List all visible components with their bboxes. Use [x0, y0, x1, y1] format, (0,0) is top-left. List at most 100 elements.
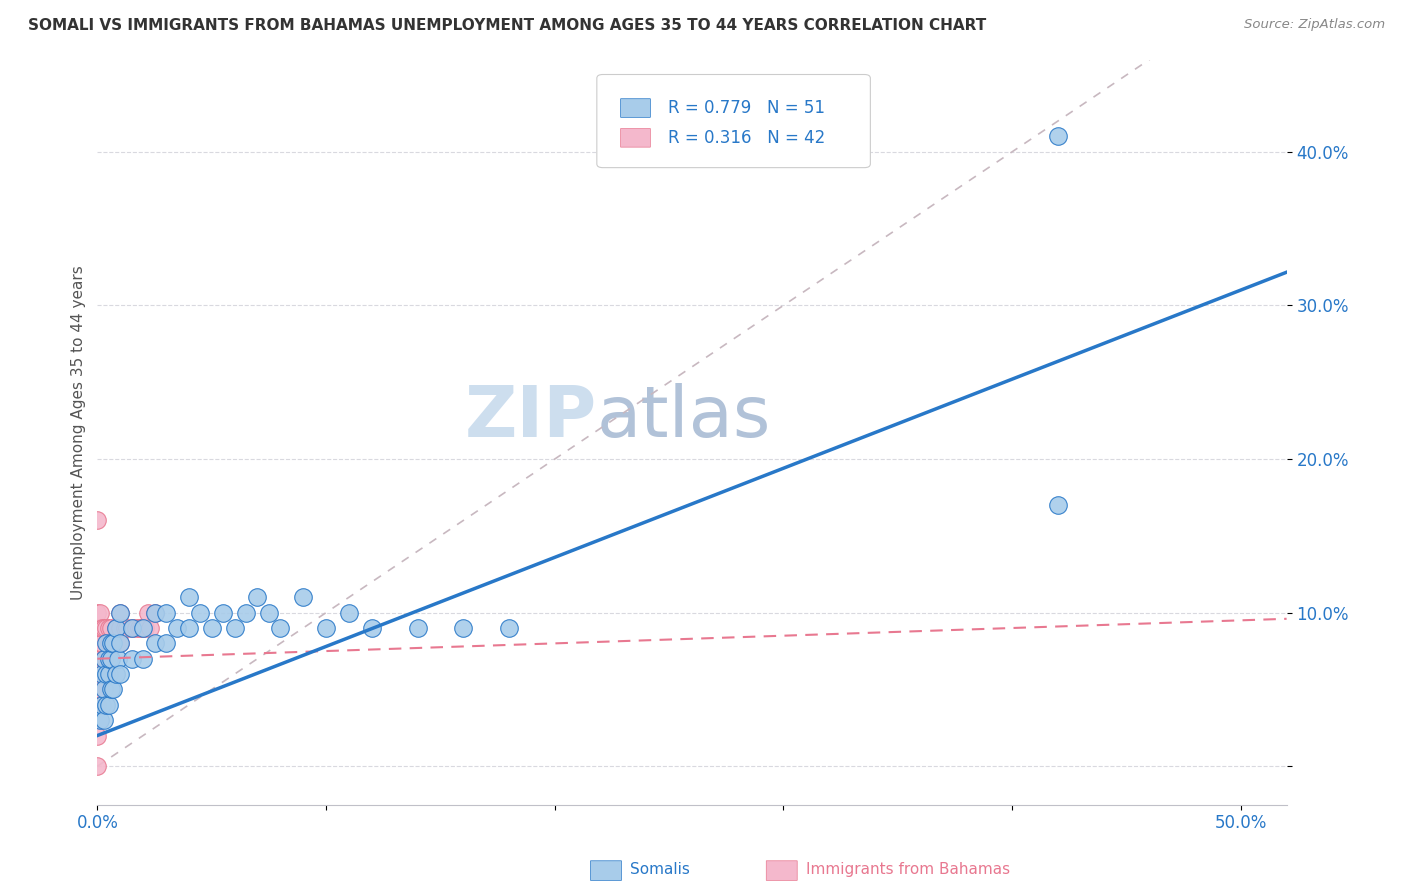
Point — [100, 682, 122, 697]
Point — [257, 606, 280, 620]
Point — [110, 636, 132, 650]
Point — [104, 667, 127, 681]
Point — [337, 606, 360, 620]
Point — [115, 621, 138, 635]
Point — [292, 591, 315, 605]
Point — [93, 651, 115, 665]
Point — [96, 651, 118, 665]
Point — [86, 698, 108, 712]
Point — [110, 636, 132, 650]
Point — [315, 621, 337, 635]
Point — [121, 621, 143, 635]
Point — [89, 713, 111, 727]
Point — [104, 621, 127, 635]
Point — [90, 667, 112, 681]
Point — [110, 621, 132, 635]
Point — [212, 606, 235, 620]
Point — [269, 621, 291, 635]
Point — [129, 621, 152, 635]
Point — [155, 636, 177, 650]
Point — [86, 513, 108, 527]
Point — [143, 606, 166, 620]
Point — [97, 621, 120, 635]
Point — [132, 621, 155, 635]
Point — [110, 667, 132, 681]
Point — [125, 621, 148, 635]
Point — [498, 621, 520, 635]
Point — [177, 621, 200, 635]
Point — [104, 621, 127, 635]
Point — [360, 621, 382, 635]
Text: SOMALI VS IMMIGRANTS FROM BAHAMAS UNEMPLOYMENT AMONG AGES 35 TO 44 YEARS CORRELA: SOMALI VS IMMIGRANTS FROM BAHAMAS UNEMPL… — [28, 18, 987, 33]
Point — [86, 621, 108, 635]
Point — [97, 651, 120, 665]
Text: atlas: atlas — [596, 383, 772, 451]
Point — [86, 759, 108, 773]
Point — [86, 667, 108, 681]
Point — [86, 682, 108, 697]
Text: Source: ZipAtlas.com: Source: ZipAtlas.com — [1244, 18, 1385, 31]
Point — [103, 636, 125, 650]
Point — [188, 606, 211, 620]
Point — [86, 651, 108, 665]
Point — [1046, 498, 1069, 512]
Point — [107, 636, 129, 650]
Text: R = 0.779   N = 51: R = 0.779 N = 51 — [668, 99, 825, 117]
Point — [86, 636, 108, 650]
Point — [155, 606, 177, 620]
Y-axis label: Unemployment Among Ages 35 to 44 years: Unemployment Among Ages 35 to 44 years — [72, 265, 86, 599]
Point — [139, 621, 162, 635]
Point — [100, 636, 122, 650]
Point — [96, 621, 118, 635]
FancyBboxPatch shape — [596, 75, 870, 168]
Text: R = 0.316   N = 42: R = 0.316 N = 42 — [668, 128, 825, 147]
Point — [93, 651, 115, 665]
Point — [121, 651, 143, 665]
Point — [86, 606, 108, 620]
Point — [1046, 129, 1069, 144]
Point — [89, 651, 111, 665]
Point — [89, 621, 111, 635]
Point — [201, 621, 224, 635]
Point — [103, 682, 125, 697]
Point — [89, 606, 111, 620]
Point — [224, 621, 246, 635]
Text: ZIP: ZIP — [464, 383, 596, 451]
Point — [143, 606, 166, 620]
Point — [134, 621, 156, 635]
Point — [97, 667, 120, 681]
Point — [132, 651, 155, 665]
Point — [90, 698, 112, 712]
Point — [100, 651, 122, 665]
Point — [97, 636, 120, 650]
Point — [93, 682, 115, 697]
Text: Immigrants from Bahamas: Immigrants from Bahamas — [806, 863, 1010, 877]
Point — [97, 698, 120, 712]
Point — [90, 636, 112, 650]
Point — [114, 621, 136, 635]
FancyBboxPatch shape — [620, 128, 651, 147]
Point — [93, 621, 115, 635]
Point — [96, 698, 118, 712]
Point — [166, 621, 188, 635]
Point — [89, 636, 111, 650]
Point — [89, 682, 111, 697]
Point — [235, 606, 257, 620]
Point — [103, 636, 125, 650]
Point — [132, 621, 155, 635]
Point — [177, 591, 200, 605]
Point — [96, 636, 118, 650]
Point — [86, 729, 108, 743]
Point — [110, 606, 132, 620]
Point — [110, 606, 132, 620]
Point — [107, 651, 129, 665]
Point — [90, 621, 112, 635]
Point — [451, 621, 474, 635]
Point — [143, 636, 166, 650]
Point — [128, 621, 150, 635]
Point — [246, 591, 269, 605]
FancyBboxPatch shape — [620, 99, 651, 118]
Point — [96, 667, 118, 681]
Point — [121, 621, 143, 635]
Text: Somalis: Somalis — [630, 863, 690, 877]
